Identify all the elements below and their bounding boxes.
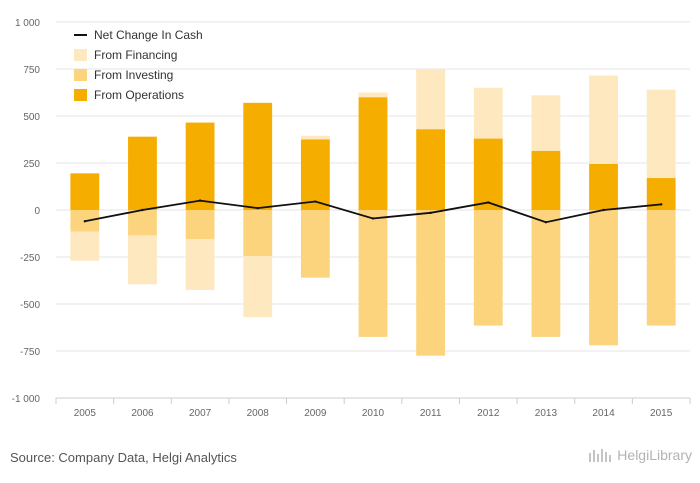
legend-label: From Financing [94, 48, 177, 62]
x-tick-label: 2007 [189, 408, 212, 419]
bar-from-operations [243, 102, 273, 210]
bar-from-operations [416, 129, 446, 210]
bar-from-financing [589, 75, 618, 164]
bar-from-financing [473, 87, 503, 139]
bar-from-financing [300, 135, 330, 140]
x-tick-label: 2013 [535, 408, 558, 419]
y-tick-label: -1 000 [12, 394, 41, 405]
bar-from-operations [128, 136, 157, 210]
data-point-net-change-in-cash [371, 217, 375, 220]
bar-from-financing [531, 95, 561, 151]
legend-swatch [74, 69, 87, 81]
x-tick-label: 2005 [74, 408, 97, 419]
source-note: Source: Company Data, Helgi Analytics [10, 450, 237, 465]
data-point-net-change-in-cash [659, 203, 663, 206]
x-tick-label: 2010 [362, 408, 385, 419]
legend-swatch [74, 89, 87, 101]
data-point-net-change-in-cash [314, 200, 317, 203]
x-tick-label: 2006 [131, 408, 154, 419]
bar-from-investing [531, 210, 561, 337]
bar-from-investing [185, 210, 215, 240]
data-point-net-change-in-cash [602, 208, 605, 212]
y-tick-label: 0 [34, 206, 40, 217]
y-tick-label: -500 [20, 300, 40, 311]
bar-from-operations [473, 138, 503, 210]
brand-name: HelgiLibrary [617, 447, 692, 463]
data-point-net-change-in-cash [198, 199, 202, 202]
data-point-net-change-in-cash [141, 208, 144, 212]
data-point-net-change-in-cash [83, 220, 87, 223]
bar-from-investing [416, 210, 446, 356]
y-tick-label: -250 [20, 253, 40, 264]
y-tick-label: 250 [23, 159, 40, 170]
x-tick-label: 2011 [420, 408, 442, 419]
y-tick-label: 500 [23, 112, 40, 123]
y-tick-label: 750 [23, 65, 40, 76]
bar-from-operations [531, 150, 561, 210]
y-tick-label: 1 000 [15, 18, 40, 29]
legend-label: From Investing [94, 68, 173, 82]
data-point-net-change-in-cash [256, 206, 259, 210]
legend-label: Net Change In Cash [94, 28, 203, 42]
bar-from-operations [185, 122, 215, 210]
legend-swatch [74, 49, 87, 61]
bar-from-financing [243, 256, 273, 318]
bar-from-investing [646, 210, 676, 326]
data-point-net-change-in-cash [487, 201, 490, 204]
x-tick-label: 2008 [247, 408, 270, 419]
bar-from-financing [185, 239, 215, 290]
bar-from-financing [358, 92, 388, 98]
x-tick-label: 2009 [304, 408, 327, 419]
bar-from-operations [70, 173, 100, 210]
x-tick-label: 2012 [477, 408, 500, 419]
bar-from-operations [589, 163, 618, 210]
chart: 1 000 750 500 250 0 -250 -500 -750 -1 000 2005 200… [12, 18, 691, 419]
x-tick-label: 2014 [592, 408, 615, 419]
bar-from-investing [128, 210, 157, 236]
x-tick-label: 2015 [650, 408, 673, 419]
bar-from-financing [646, 89, 676, 179]
bar-from-operations [358, 97, 388, 210]
data-point-net-change-in-cash [429, 211, 432, 215]
bar-from-investing [300, 210, 330, 278]
data-point-net-change-in-cash [544, 221, 548, 224]
library-icon [589, 449, 612, 462]
legend-label: From Operations [94, 88, 184, 102]
bar-from-financing [416, 69, 446, 130]
bar-from-investing [473, 210, 503, 326]
bar-from-investing [243, 210, 273, 257]
bar-from-operations [300, 139, 330, 210]
bar-from-investing [358, 210, 388, 337]
bar-from-financing [128, 235, 157, 285]
brand-logo: HelgiLibrary [588, 447, 692, 463]
bar-from-investing [589, 210, 618, 346]
y-tick-label: -750 [20, 347, 40, 358]
bar-from-financing [70, 231, 100, 261]
